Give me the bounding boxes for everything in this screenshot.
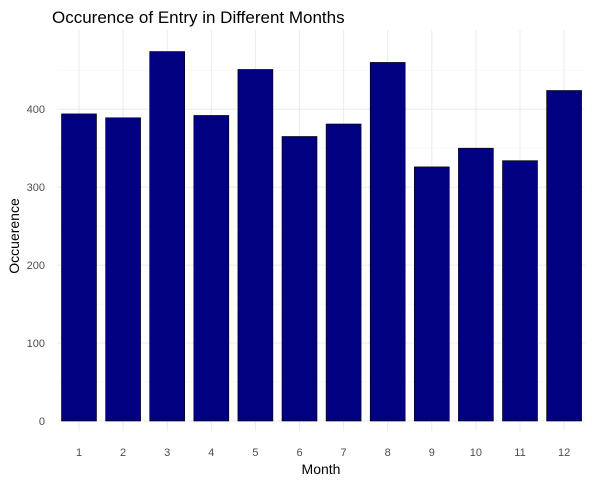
y-tick-label: 400 — [27, 104, 45, 116]
bar-month-11 — [503, 161, 538, 421]
chart-title: Occurence of Entry in Different Months — [52, 8, 345, 27]
bar-month-2 — [106, 118, 141, 421]
x-tick-label: 6 — [296, 447, 302, 459]
bar-month-9 — [414, 167, 449, 421]
y-axis-ticks: 0 100 200 300 400 — [27, 104, 45, 428]
y-tick-label: 300 — [27, 182, 45, 194]
x-tick-label: 12 — [558, 447, 570, 459]
bar-month-1 — [62, 114, 97, 421]
x-tick-label: 9 — [429, 447, 435, 459]
x-tick-label: 2 — [120, 447, 126, 459]
bar-month-7 — [326, 124, 361, 421]
x-tick-label: 4 — [208, 447, 214, 459]
bar-month-3 — [150, 52, 185, 421]
x-axis-ticks: 1 2 3 4 5 6 7 8 9 10 11 12 — [76, 447, 570, 459]
y-tick-label: 0 — [39, 416, 45, 428]
bar-month-6 — [282, 136, 317, 421]
y-axis-title: Occuerence — [6, 198, 22, 274]
bars — [62, 52, 582, 421]
x-tick-label: 7 — [341, 447, 347, 459]
y-tick-label: 100 — [27, 338, 45, 350]
bar-month-4 — [194, 115, 229, 421]
bar-month-5 — [238, 69, 273, 421]
x-tick-label: 1 — [76, 447, 82, 459]
bar-month-8 — [370, 62, 405, 421]
x-tick-label: 10 — [470, 447, 482, 459]
x-tick-label: 5 — [252, 447, 258, 459]
x-axis-title: Month — [302, 461, 341, 477]
x-tick-label: 11 — [514, 447, 525, 459]
y-tick-label: 200 — [27, 260, 45, 272]
x-tick-label: 8 — [385, 447, 391, 459]
bar-month-10 — [458, 148, 493, 421]
x-tick-label: 3 — [164, 447, 170, 459]
bar-month-12 — [547, 90, 582, 421]
